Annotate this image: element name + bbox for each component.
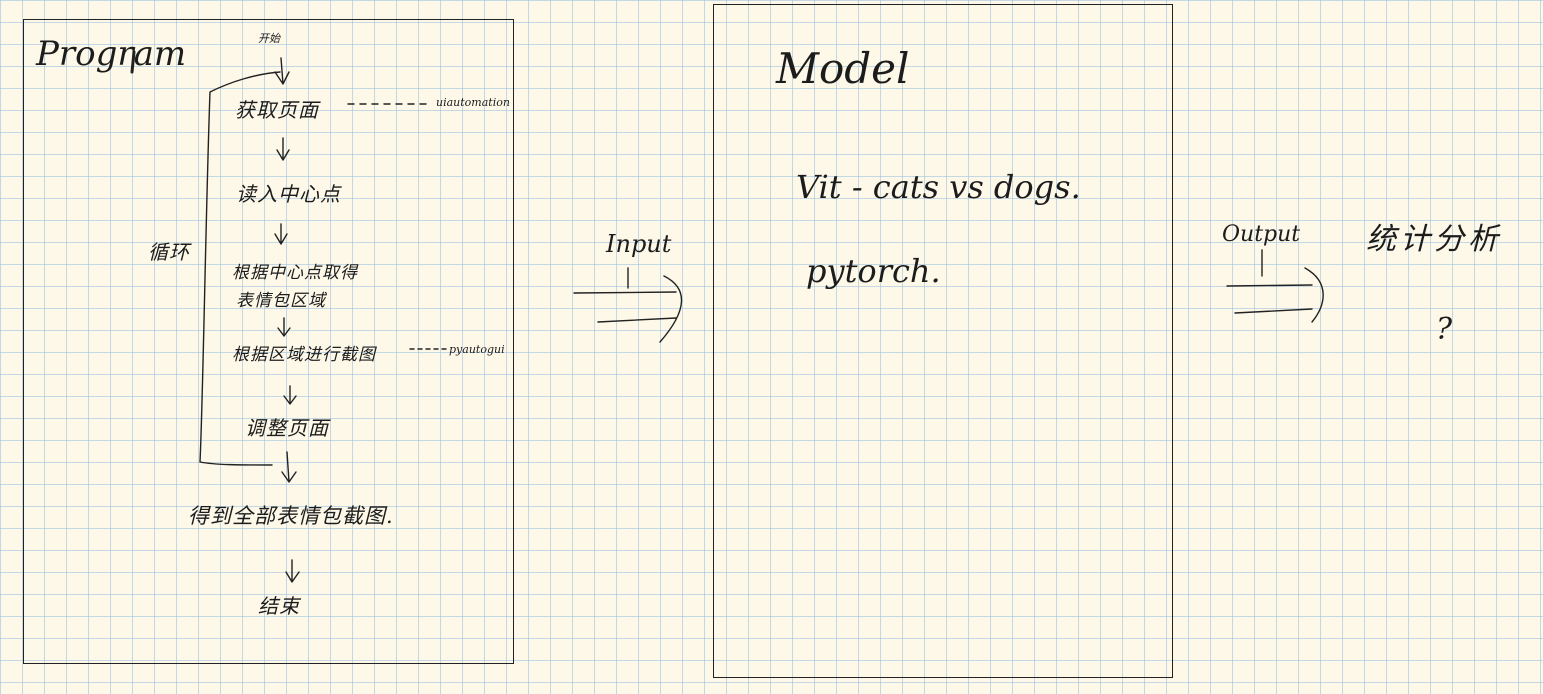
model-box xyxy=(713,4,1173,678)
step-end: 结束 xyxy=(258,594,300,618)
model-line-vit: Vit - cats vs dogs. xyxy=(796,168,1081,206)
tool-pyautogui: pyautogui xyxy=(449,343,505,356)
model-title: Model xyxy=(776,44,910,93)
step-adjust-page: 调整页面 xyxy=(245,416,329,440)
step-get-region-1: 根据中心点取得 xyxy=(232,263,358,283)
input-label: Input xyxy=(606,230,672,258)
step-screenshot: 根据区域进行截图 xyxy=(232,345,376,365)
step-read-center: 读入中心点 xyxy=(236,182,341,206)
result-text: 统计分析 xyxy=(1366,222,1502,257)
loop-label: 循环 xyxy=(148,240,190,264)
step-get-page: 获取页面 xyxy=(235,98,319,122)
step-get-region-2: 表情包区域 xyxy=(236,291,326,311)
output-label: Output xyxy=(1222,222,1301,247)
input-arrow xyxy=(573,275,683,343)
model-line-pytorch: pytorch. xyxy=(806,252,941,290)
step-all-screenshots: 得到全部表情包截图. xyxy=(188,504,394,528)
output-arrow xyxy=(1226,267,1324,323)
step-start: 开始 xyxy=(258,32,280,45)
result-mark: ? xyxy=(1436,312,1453,347)
tool-uiautomation: uiautomation xyxy=(436,96,510,109)
program-title: Program xyxy=(36,34,187,74)
program-box xyxy=(23,19,514,664)
